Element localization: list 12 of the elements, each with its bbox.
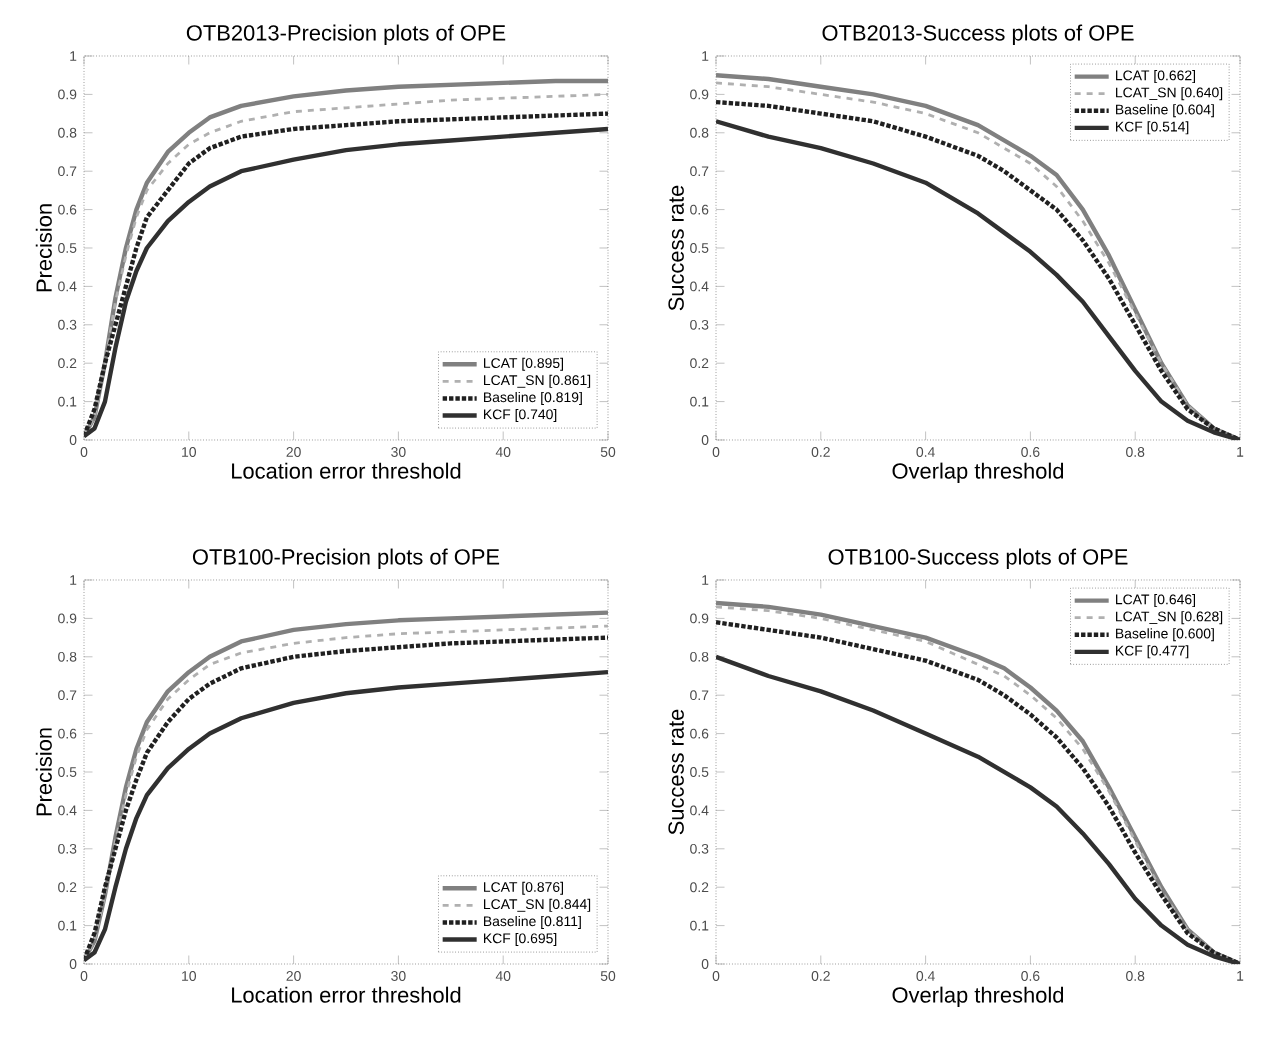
x-axis-title: Overlap threshold (892, 462, 1064, 484)
x-axis-title: Location error threshold (232, 462, 461, 479)
y-axis-title: Success rate (668, 185, 684, 311)
x-axis-title: Location error threshold (232, 986, 461, 1003)
y-axis-title: Precision (35, 728, 52, 816)
chart-title: OTB100-Success plots of OPE (828, 548, 1128, 569)
x-axis-title: Overlap threshold (892, 986, 1064, 1008)
y-axis-title: Precision (35, 204, 52, 292)
chart-title: OTB100-Precision plots of OPE (192, 548, 500, 569)
chart-title: OTB2013-Precision plots of OPE (186, 24, 506, 45)
chart-title: OTB2013-Success plots of OPE (822, 24, 1134, 45)
y-axis-title: Success rate (668, 709, 684, 835)
